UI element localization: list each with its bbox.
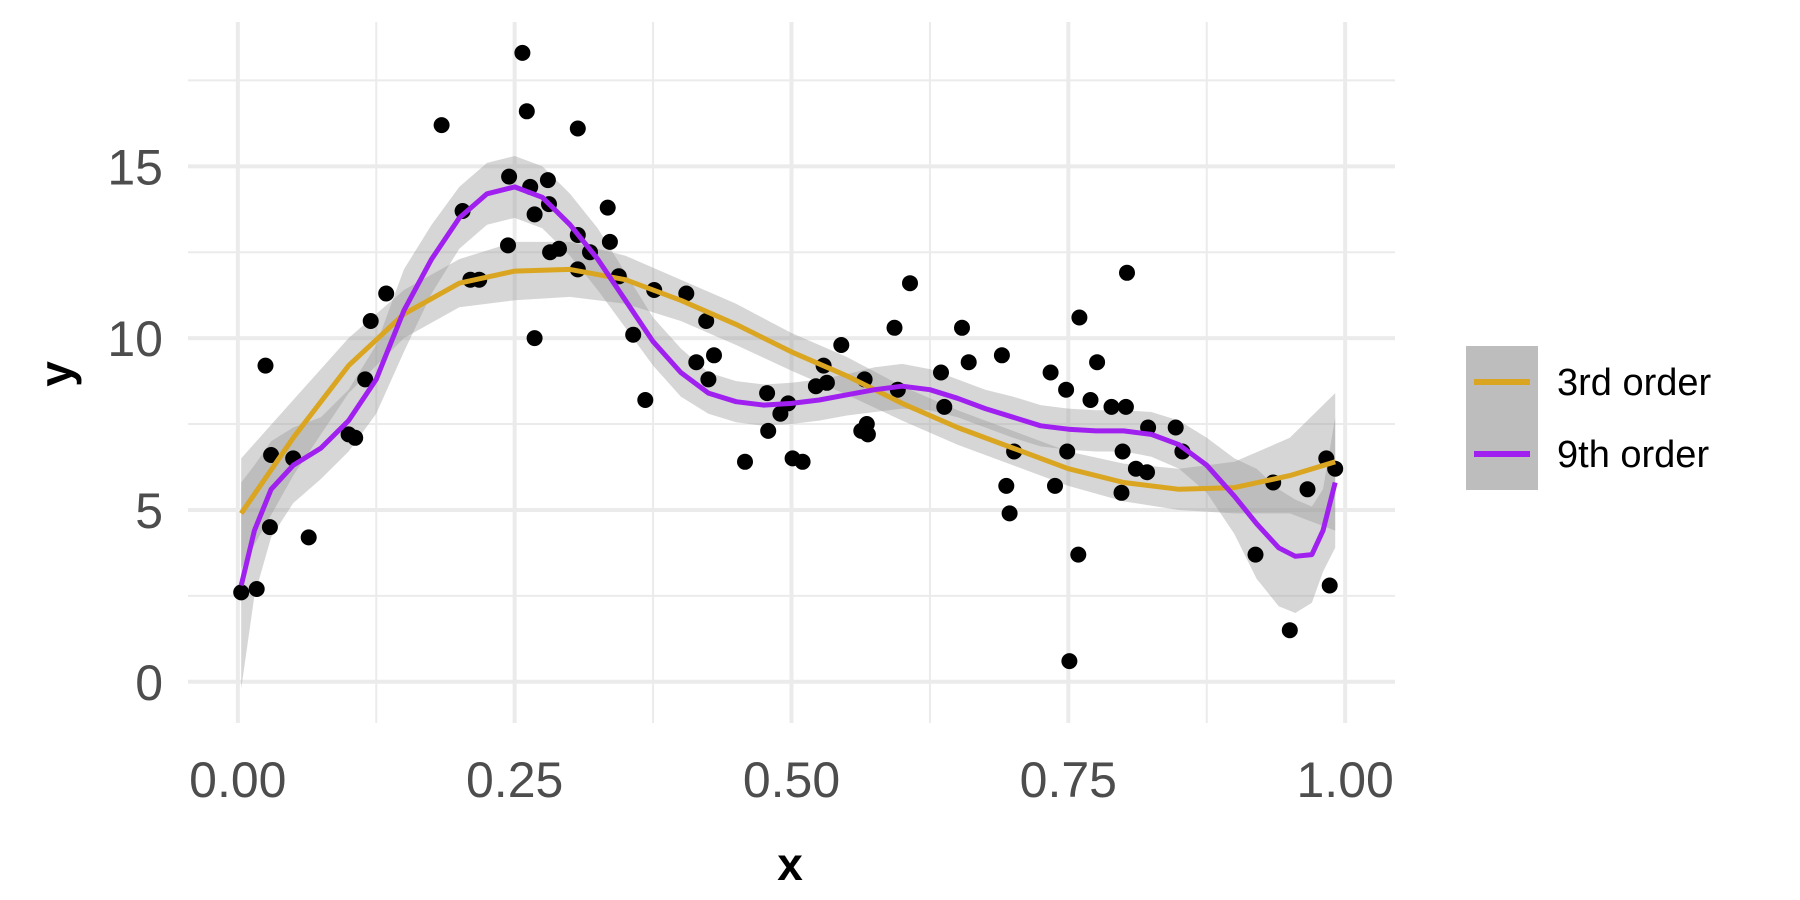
data-point: [300, 529, 317, 546]
legend-label: 3rd order: [1557, 362, 1712, 404]
data-point: [514, 44, 531, 61]
x-tick-label: 0.50: [743, 752, 840, 808]
data-point: [698, 313, 715, 329]
x-axis-title: x: [777, 838, 803, 890]
data-point: [1247, 546, 1264, 563]
data-point: [933, 364, 949, 381]
data-point: [886, 319, 903, 336]
data-point: [261, 519, 278, 536]
y-tick-label: 15: [107, 139, 163, 195]
data-point: [347, 429, 364, 446]
data-point: [1001, 505, 1018, 522]
data-point: [1321, 577, 1338, 594]
data-point: [818, 374, 835, 391]
data-point: [760, 422, 777, 439]
y-axis-title: y: [30, 361, 82, 387]
data-point: [1071, 309, 1088, 326]
legend-label: 9th order: [1557, 434, 1709, 476]
data-point: [737, 453, 753, 470]
data-point: [362, 313, 379, 329]
data-point: [501, 168, 518, 185]
data-point: [1281, 622, 1298, 639]
data-point: [998, 477, 1015, 494]
data-point: [526, 330, 543, 347]
data-point: [1114, 443, 1131, 460]
data-point: [1299, 481, 1316, 498]
data-point: [706, 347, 722, 364]
data-point: [233, 584, 250, 601]
data-point: [960, 354, 977, 371]
data-point: [526, 206, 543, 223]
data-point: [688, 354, 705, 371]
data-point: [625, 326, 642, 343]
y-tick-label: 5: [135, 483, 163, 539]
data-point: [248, 581, 265, 597]
confidence-band: [241, 156, 1336, 689]
data-point: [257, 357, 274, 374]
data-point: [1042, 364, 1059, 381]
fit-lines: [238, 184, 1338, 587]
data-point: [357, 371, 374, 388]
legend: 3rd order 9th order: [1466, 346, 1712, 490]
fit-line: [239, 266, 1336, 515]
x-tick-label: 1.00: [1297, 752, 1394, 808]
data-point: [601, 233, 618, 250]
data-point: [1058, 381, 1075, 398]
data-point: [454, 203, 471, 219]
data-point: [1117, 398, 1134, 415]
data-point: [678, 285, 695, 302]
x-axis-tick-labels: 0.00 0.25 0.50 0.75 1.00: [189, 752, 1394, 808]
data-point: [1119, 264, 1135, 281]
data-point: [500, 237, 516, 254]
x-tick-label: 0.75: [1020, 752, 1117, 808]
x-tick-label: 0.00: [189, 752, 286, 808]
data-point: [1082, 392, 1099, 408]
grid-major: [188, 22, 1395, 723]
data-point: [518, 103, 535, 120]
data-point: [1139, 464, 1155, 481]
data-point: [1167, 419, 1184, 436]
data-point: [551, 240, 567, 257]
data-point: [902, 275, 918, 292]
data-point: [700, 371, 717, 388]
y-axis-tick-labels: 0 5 10 15: [107, 139, 163, 710]
data-point: [378, 285, 395, 302]
data-point: [1103, 398, 1120, 415]
data-point: [794, 453, 811, 470]
data-point: [759, 385, 776, 402]
data-point: [936, 398, 953, 415]
data-point: [263, 447, 280, 463]
data-point: [1059, 443, 1076, 460]
data-point: [1047, 477, 1063, 494]
data-point: [859, 426, 876, 443]
data-point: [954, 319, 970, 336]
data-point: [539, 172, 556, 189]
y-tick-label: 0: [135, 655, 163, 711]
fit-line: [238, 184, 1338, 587]
data-point: [1070, 546, 1087, 563]
data-point: [1089, 354, 1106, 371]
data-point: [1113, 484, 1130, 501]
data-point: [569, 120, 586, 137]
data-point: [1061, 653, 1078, 670]
data-point: [599, 199, 616, 216]
data-point: [433, 117, 450, 134]
data-point: [637, 392, 654, 408]
x-tick-label: 0.25: [466, 752, 563, 808]
data-point: [993, 347, 1010, 364]
y-tick-label: 10: [107, 311, 163, 367]
confidence-bands: [241, 156, 1336, 689]
data-points: [233, 44, 1344, 670]
data-point: [833, 337, 850, 353]
